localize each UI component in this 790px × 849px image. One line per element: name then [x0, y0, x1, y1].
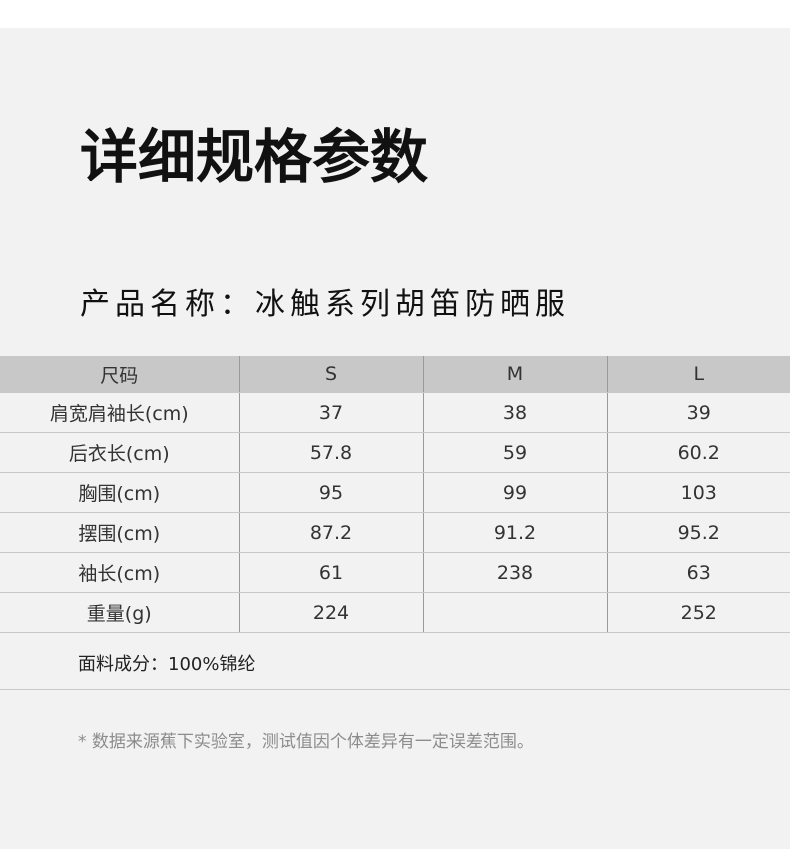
- top-bar: [0, 0, 790, 28]
- table-row: 袖长(cm) 61 238 63: [0, 552, 790, 593]
- table-header-row: 尺码 S M L: [0, 356, 790, 393]
- row-label: 后衣长(cm): [0, 432, 239, 473]
- table-cell: 63: [606, 552, 790, 593]
- table-cell: 37: [238, 392, 423, 433]
- table-row: 胸围(cm) 95 99 103: [0, 472, 790, 513]
- header-m: M: [422, 356, 607, 393]
- table-cell: 95: [238, 472, 423, 513]
- table-cell: 59: [422, 432, 607, 473]
- header-s: S: [238, 356, 423, 393]
- page-title: 详细规格参数: [80, 123, 429, 191]
- table-cell: 95.2: [606, 512, 790, 553]
- table-cell: 91.2: [422, 512, 607, 553]
- table-cell: 224: [238, 592, 423, 633]
- table-cell: [422, 592, 607, 633]
- table-row: 后衣长(cm) 57.8 59 60.2: [0, 432, 790, 473]
- row-label: 袖长(cm): [0, 552, 239, 593]
- row-label: 重量(g): [0, 592, 239, 633]
- table-cell: 252: [606, 592, 790, 633]
- footnote: * 数据来源蕉下实验室，测试值因个体差异有一定误差范围。: [78, 732, 534, 752]
- row-label: 摆围(cm): [0, 512, 239, 553]
- table-cell: 61: [238, 552, 423, 593]
- header-size: 尺码: [0, 356, 239, 393]
- table-cell: 238: [422, 552, 607, 593]
- table-cell: 57.8: [238, 432, 423, 473]
- table-cell: 99: [422, 472, 607, 513]
- table-cell: 60.2: [606, 432, 790, 473]
- table-cell: 87.2: [238, 512, 423, 553]
- table-cell: 38: [422, 392, 607, 433]
- table-row: 肩宽肩袖长(cm) 37 38 39: [0, 392, 790, 433]
- fabric-composition: 面料成分：100%锦纶: [78, 654, 256, 675]
- header-l: L: [606, 356, 790, 393]
- table-row: 重量(g) 224 252: [0, 592, 790, 633]
- product-name: 产品名称：冰触系列胡笛防晒服: [80, 287, 570, 322]
- size-table: 尺码 S M L 肩宽肩袖长(cm) 37 38 39 后衣长(cm) 57.8 59 60.…: [0, 356, 790, 633]
- table-cell: 39: [606, 392, 790, 433]
- divider: [0, 689, 790, 690]
- row-label: 胸围(cm): [0, 472, 239, 513]
- table-row: 摆围(cm) 87.2 91.2 95.2: [0, 512, 790, 553]
- row-label: 肩宽肩袖长(cm): [0, 392, 239, 433]
- table-cell: 103: [606, 472, 790, 513]
